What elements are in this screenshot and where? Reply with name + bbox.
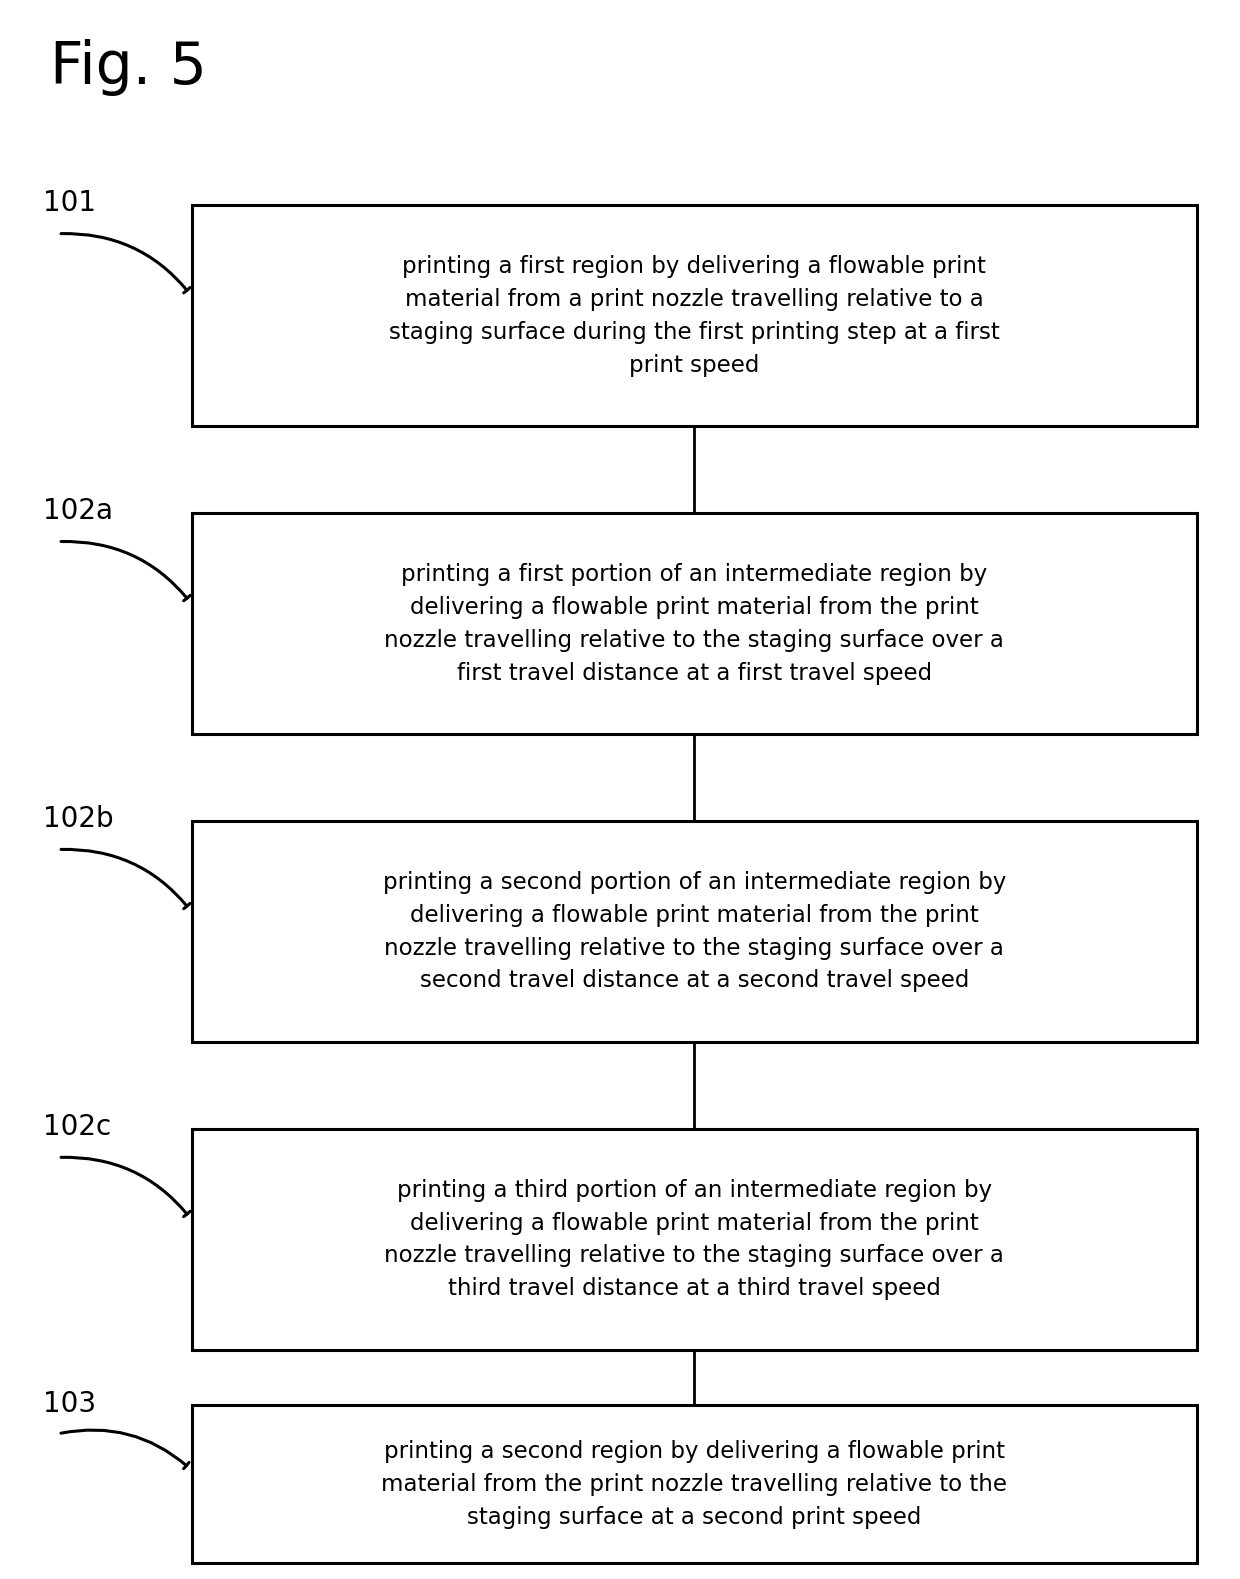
Text: printing a second region by delivering a flowable print
material from the print : printing a second region by delivering a… bbox=[382, 1440, 1007, 1528]
Text: printing a third portion of an intermediate region by
delivering a flowable prin: printing a third portion of an intermedi… bbox=[384, 1178, 1004, 1301]
Bar bbox=[192, 1405, 1197, 1563]
Text: 102a: 102a bbox=[43, 497, 113, 526]
Text: 102b: 102b bbox=[43, 805, 114, 834]
Text: printing a first region by delivering a flowable print
material from a print noz: printing a first region by delivering a … bbox=[389, 254, 999, 377]
Bar bbox=[192, 513, 1197, 734]
Text: 101: 101 bbox=[43, 189, 97, 218]
Text: printing a first portion of an intermediate region by
delivering a flowable prin: printing a first portion of an intermedi… bbox=[384, 562, 1004, 685]
Bar bbox=[192, 1129, 1197, 1350]
Text: 102c: 102c bbox=[43, 1113, 112, 1142]
Text: 103: 103 bbox=[43, 1390, 97, 1418]
Bar bbox=[192, 205, 1197, 426]
Text: printing a second portion of an intermediate region by
delivering a flowable pri: printing a second portion of an intermed… bbox=[383, 870, 1006, 993]
Bar bbox=[192, 821, 1197, 1042]
Text: Fig. 5: Fig. 5 bbox=[50, 39, 207, 96]
